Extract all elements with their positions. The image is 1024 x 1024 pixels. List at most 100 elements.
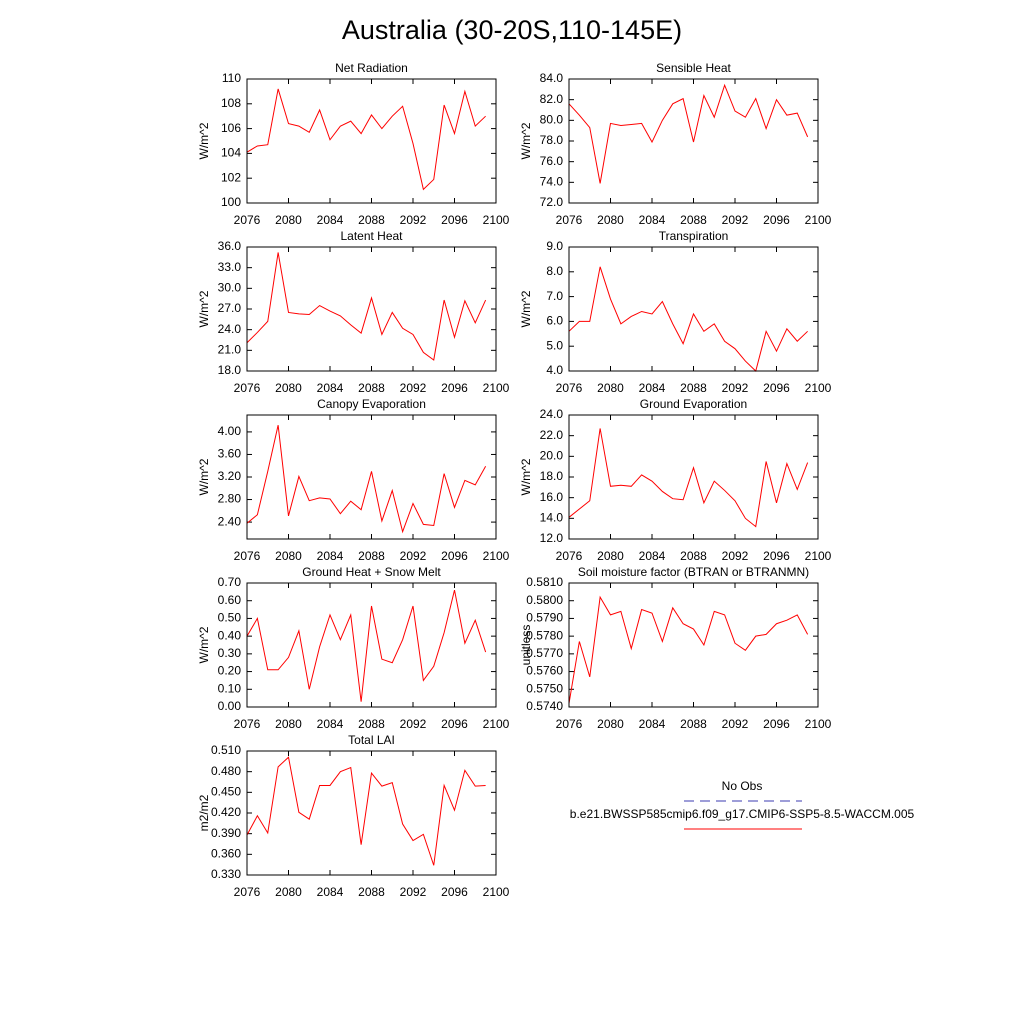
y-tick-label: 16.0 [540, 490, 564, 504]
x-tick-label: 2076 [234, 885, 261, 899]
y-tick-label: 7.0 [546, 289, 563, 303]
y-tick-label: 20.0 [540, 449, 564, 463]
x-tick-label: 2100 [483, 717, 510, 731]
x-tick-label: 2076 [556, 549, 583, 563]
x-tick-label: 2100 [483, 549, 510, 563]
x-tick-label: 2100 [483, 885, 510, 899]
y-tick-label: 74.0 [540, 175, 564, 189]
x-tick-label: 2076 [556, 213, 583, 227]
y-tick-label: 0.5790 [526, 611, 563, 625]
panel-title: Canopy Evaporation [317, 397, 426, 411]
x-tick-label: 2080 [275, 717, 302, 731]
y-tick-label: 0.420 [211, 805, 241, 819]
x-tick-label: 2088 [680, 381, 707, 395]
y-axis-label: W/m^2 [197, 458, 211, 495]
y-tick-label: 0.5810 [526, 575, 563, 589]
plot-frame [568, 78, 819, 204]
x-tick-label: 2088 [680, 549, 707, 563]
y-tick-label: 100 [221, 195, 241, 209]
x-tick-label: 2084 [317, 381, 344, 395]
x-tick-label: 2088 [358, 549, 385, 563]
y-tick-label: 0.10 [218, 681, 242, 695]
x-tick-label: 2080 [597, 381, 624, 395]
x-tick-label: 2100 [805, 717, 832, 731]
x-tick-label: 2096 [763, 381, 790, 395]
x-tick-label: 2092 [722, 213, 749, 227]
x-tick-label: 2080 [597, 717, 624, 731]
x-tick-label: 2084 [317, 213, 344, 227]
data-line [246, 589, 487, 702]
x-tick-label: 2100 [805, 213, 832, 227]
x-tick-label: 2088 [358, 213, 385, 227]
x-tick-label: 2092 [400, 549, 427, 563]
y-tick-label: 5.0 [546, 338, 563, 352]
x-tick-label: 2080 [275, 213, 302, 227]
data-line [568, 595, 809, 704]
data-line [246, 756, 486, 866]
y-axis-label: m2/m2 [197, 794, 211, 831]
panel-title: Total LAI [348, 733, 395, 747]
x-tick-label: 2076 [556, 381, 583, 395]
x-tick-label: 2076 [556, 717, 583, 731]
y-tick-label: 0.40 [218, 628, 242, 642]
y-tick-label: 0.30 [218, 646, 242, 660]
panel-title: Ground Evaporation [640, 397, 747, 411]
y-tick-label: 8.0 [546, 264, 563, 278]
x-tick-label: 2076 [234, 381, 261, 395]
panel-title: Soil moisture factor (BTRAN or BTRANMN) [578, 565, 809, 579]
x-tick-label: 2096 [763, 717, 790, 731]
y-tick-label: 18.0 [218, 363, 242, 377]
x-tick-label: 2080 [597, 213, 624, 227]
x-tick-label: 2092 [400, 717, 427, 731]
y-tick-label: 82.0 [540, 92, 564, 106]
x-tick-label: 2092 [400, 213, 427, 227]
x-tick-label: 2080 [275, 381, 302, 395]
y-tick-label: 0.70 [218, 575, 242, 589]
y-tick-label: 24.0 [540, 407, 564, 421]
x-tick-label: 2080 [597, 549, 624, 563]
y-tick-label: 0.330 [211, 867, 241, 881]
data-line [568, 266, 808, 372]
y-tick-label: 21.0 [218, 343, 242, 357]
legend-label: b.e21.BWSSP585cmip6.f09_g17.CMIP6-SSP5-8… [570, 807, 915, 821]
y-tick-label: 72.0 [540, 195, 564, 209]
y-tick-label: 0.5800 [526, 593, 563, 607]
y-axis-label: W/m^2 [197, 626, 211, 663]
x-tick-label: 2088 [680, 717, 707, 731]
x-tick-label: 2096 [441, 549, 468, 563]
x-tick-label: 2092 [722, 717, 749, 731]
y-tick-label: 0.5780 [526, 628, 563, 642]
x-tick-label: 2096 [441, 717, 468, 731]
y-tick-label: 36.0 [218, 239, 242, 253]
plot-frame [246, 750, 497, 876]
plot-frame [246, 78, 497, 204]
x-tick-label: 2096 [441, 885, 468, 899]
x-tick-label: 2084 [317, 885, 344, 899]
plot-frame [568, 582, 819, 708]
data-line [246, 252, 487, 361]
y-tick-label: 9.0 [546, 239, 563, 253]
plot-frame [246, 414, 497, 540]
x-tick-label: 2084 [639, 213, 666, 227]
x-tick-label: 2100 [805, 381, 832, 395]
y-tick-label: 2.80 [218, 492, 242, 506]
y-axis-label: W/m^2 [519, 290, 533, 327]
y-tick-label: 80.0 [540, 113, 564, 127]
x-tick-label: 2084 [317, 549, 344, 563]
x-tick-label: 2080 [275, 885, 302, 899]
y-tick-label: 4.0 [546, 363, 563, 377]
x-tick-label: 2088 [358, 717, 385, 731]
panel-title: Sensible Heat [656, 61, 731, 75]
y-tick-label: 3.20 [218, 469, 242, 483]
data-line [568, 83, 809, 184]
panel-title: Transpiration [659, 229, 729, 243]
y-tick-label: 18.0 [540, 469, 564, 483]
x-tick-label: 2096 [763, 549, 790, 563]
y-tick-label: 6.0 [546, 314, 563, 328]
panel-title: Latent Heat [340, 229, 403, 243]
y-tick-label: 104 [221, 146, 241, 160]
y-tick-label: 0.480 [211, 764, 241, 778]
y-tick-label: 106 [221, 121, 241, 135]
y-tick-label: 84.0 [540, 71, 564, 85]
